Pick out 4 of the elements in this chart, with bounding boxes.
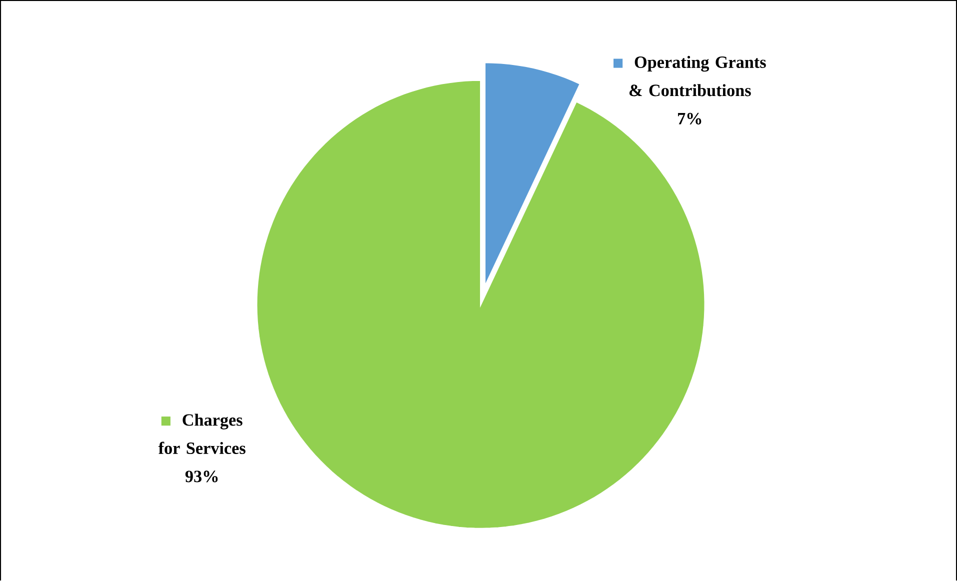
- data-label: 7%: [678, 112, 702, 124]
- data-label: 93%: [185, 470, 218, 482]
- legend-label: Charges for Services: [158, 414, 246, 454]
- legend-label: Operating Grants & Contributions: [629, 56, 766, 96]
